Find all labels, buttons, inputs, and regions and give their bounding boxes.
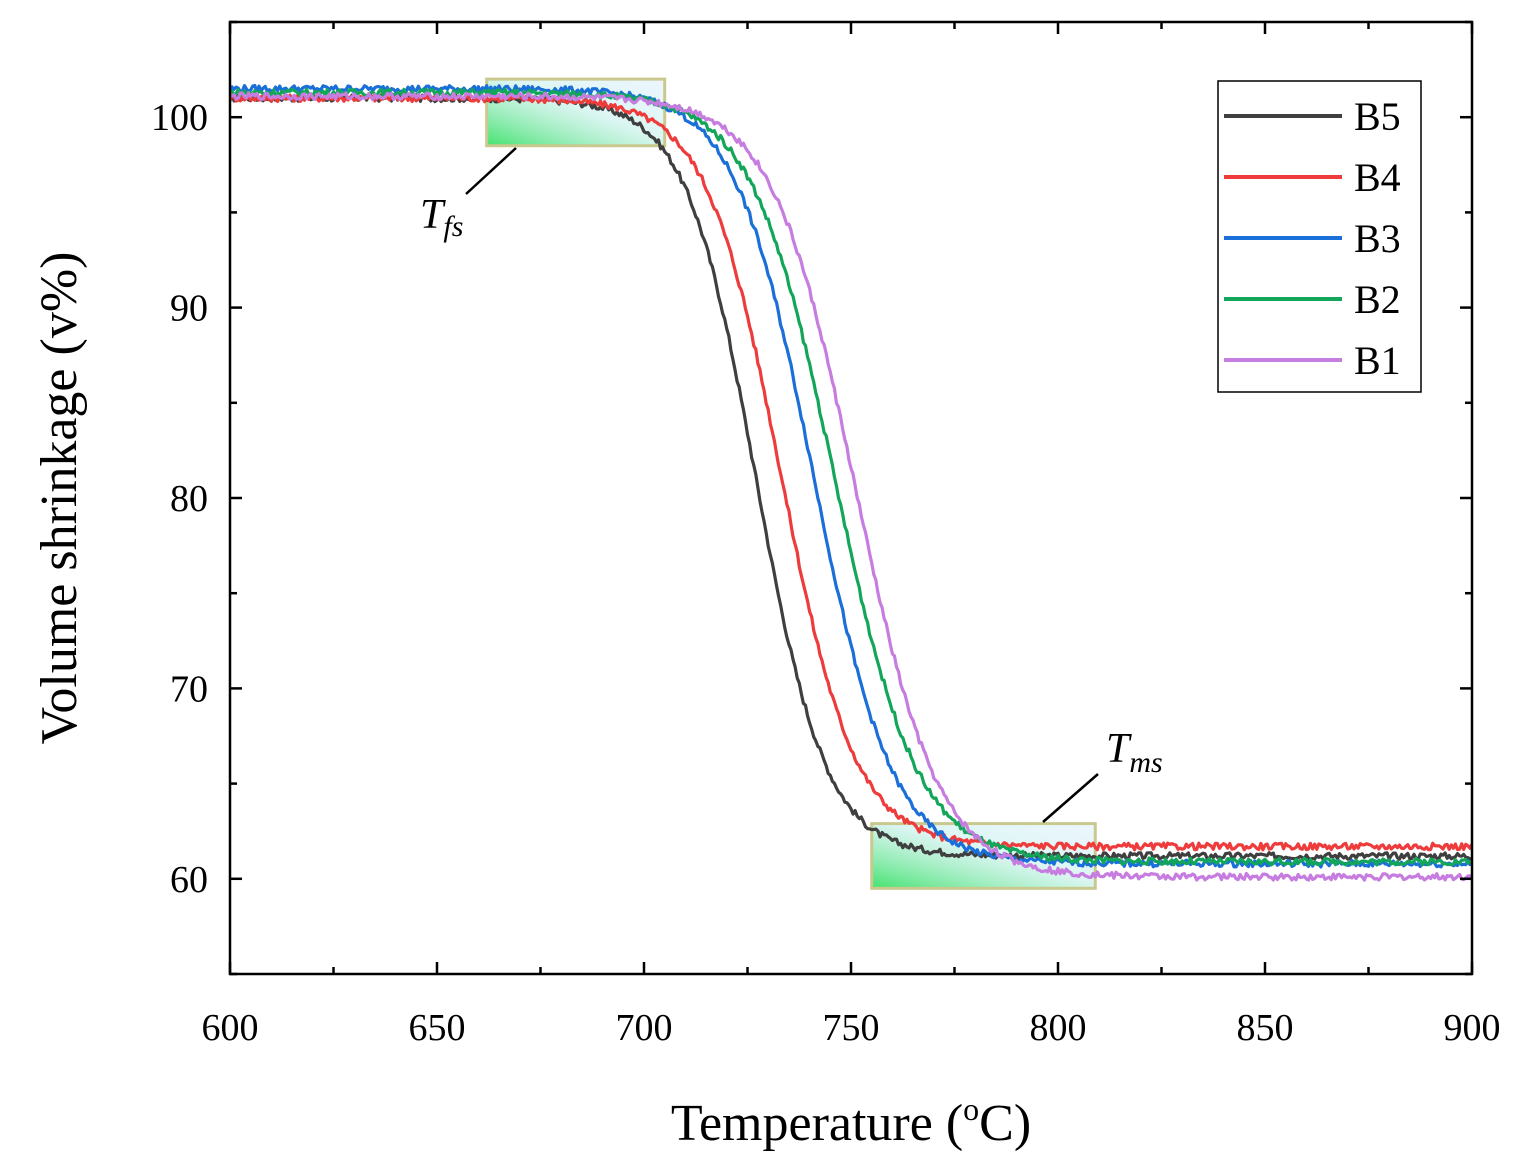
legend-label-B3: B3 — [1354, 216, 1401, 261]
y-tick-label-100: 100 — [151, 97, 208, 139]
y-tick-label-80: 80 — [170, 478, 208, 520]
legend-label-B1: B1 — [1354, 338, 1401, 383]
series-line-B1 — [230, 91, 1472, 882]
y-axis-ticks: 60 70 80 90 100 — [151, 20, 1472, 976]
x-tick-label-750: 750 — [823, 1007, 880, 1049]
x-tick-label-700: 700 — [616, 1007, 673, 1049]
series-line-B4 — [230, 93, 1472, 852]
y-tick-label-70: 70 — [170, 668, 208, 710]
series-line-B2 — [230, 87, 1472, 867]
x-tick-label-850: 850 — [1237, 1007, 1294, 1049]
x-tick-label-900: 900 — [1444, 1007, 1501, 1049]
y-tick-label-90: 90 — [170, 288, 208, 330]
annotation-ms-label: Tms — [1106, 726, 1163, 779]
highlight-regions — [485, 77, 1097, 890]
annotation-fs-leader — [465, 147, 517, 195]
annotation-ms-leader — [1042, 773, 1099, 823]
legend-label-B2: B2 — [1354, 277, 1401, 322]
x-tick-label-600: 600 — [202, 1007, 259, 1049]
legend-label-B5: B5 — [1354, 94, 1401, 139]
x-tick-label-800: 800 — [1030, 1007, 1087, 1049]
y-tick-label-60: 60 — [170, 859, 208, 901]
annotation-fs-label: Tfs — [420, 192, 463, 243]
y-axis-title: Volume shrinkage (v%) — [31, 252, 88, 745]
x-axis-ticks: 600 650 700 750 800 850 900 — [202, 22, 1501, 1049]
legend: B5 B4 B3 B2 B1 — [1217, 80, 1422, 393]
legend-label-B4: B4 — [1354, 155, 1401, 200]
annotations: Tfs Tms — [420, 147, 1163, 823]
series-lines — [230, 83, 1472, 882]
x-tick-label-650: 650 — [409, 1007, 466, 1049]
x-axis-title: Temperature (oC) — [671, 1091, 1031, 1152]
